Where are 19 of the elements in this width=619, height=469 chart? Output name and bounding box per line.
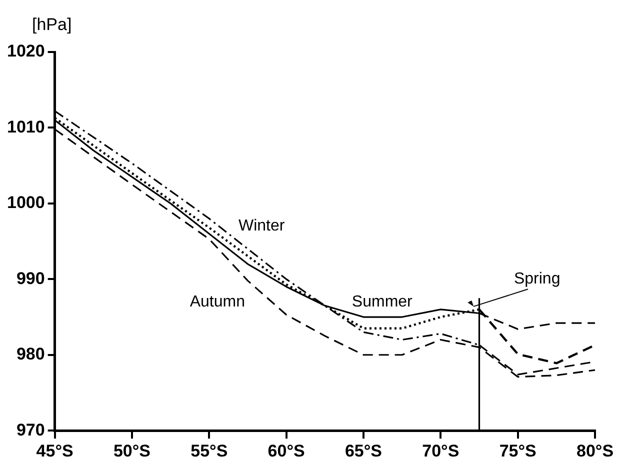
x-tick-label: 80°S <box>576 441 614 460</box>
x-tick-label: 55°S <box>190 441 228 460</box>
y-tick-label: 1010 <box>6 117 45 136</box>
x-tick-label: 65°S <box>344 441 382 460</box>
series-label: Winter <box>238 218 286 235</box>
x-tick-label: 60°S <box>268 441 305 460</box>
y-tick-label: 980 <box>16 344 45 364</box>
y-tick-label: 1000 <box>6 193 45 212</box>
y-tick-label: 990 <box>16 268 45 288</box>
text: Spring <box>514 270 560 288</box>
x-tick-label: 70°S <box>422 441 460 460</box>
series-label: Summer <box>352 293 414 310</box>
y-axis-title: [hPa] <box>32 15 72 34</box>
series-label: Autumn <box>190 293 246 310</box>
y-tick-label: 970 <box>16 420 45 440</box>
x-tick-label: 50°S <box>113 441 151 460</box>
y-tick-label: 1020 <box>6 42 45 61</box>
x-tick-label: 75°S <box>499 441 536 460</box>
x-tick-label: 45°S <box>36 441 74 460</box>
